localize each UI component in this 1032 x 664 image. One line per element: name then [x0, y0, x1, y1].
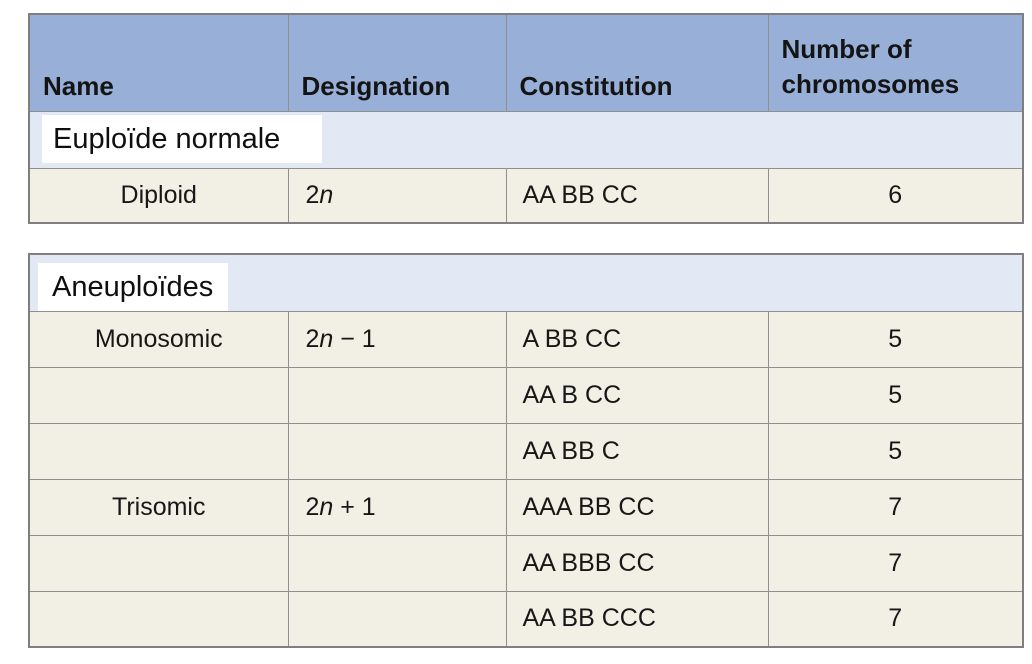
cell-designation: 2n − 1: [287, 310, 507, 368]
table-header-row: Name Designation Constitution Number of …: [28, 13, 1024, 112]
designation-coefficient: 2: [305, 324, 320, 353]
cell-chromosome-count: 7: [767, 534, 1024, 592]
cell-chromosome-count: 6: [767, 167, 1024, 224]
table-row: AA BB C 5: [28, 422, 1024, 480]
cell-name: [28, 366, 289, 424]
column-header-name-label: Name: [43, 70, 114, 101]
designation-operator: − 1: [333, 324, 376, 353]
column-header-constitution-label: Constitution: [519, 70, 673, 101]
cell-name: Diploid: [28, 167, 289, 224]
table-row-trisomic: Trisomic 2n + 1 AAA BB CC 7: [28, 478, 1024, 536]
table-row: AA BBB CC 7: [28, 534, 1024, 592]
cell-name: [28, 422, 289, 480]
section-label-aneuploid: Aneuploïdes: [38, 263, 228, 311]
column-header-chromosome-number-line2: chromosomes: [781, 68, 960, 99]
cell-designation: [287, 534, 507, 592]
cell-name: [28, 590, 289, 648]
column-header-chromosome-number: Number of chromosomes: [767, 13, 1024, 112]
cell-constitution: AAA BB CC: [505, 478, 769, 536]
cell-chromosome-count: 7: [767, 478, 1024, 536]
cell-name: Trisomic: [28, 478, 289, 536]
cell-designation: [287, 590, 507, 648]
aneuploid-table: Monosomic 2n − 1 A BB CC 5 AA B CC 5 AA …: [28, 253, 1024, 648]
cell-designation: 2n + 1: [287, 478, 507, 536]
table-row: AA BB CCC 7: [28, 590, 1024, 648]
designation-variable: n: [319, 180, 334, 209]
cell-designation: [287, 366, 507, 424]
column-header-designation-label: Designation: [301, 70, 451, 101]
cell-chromosome-count: 5: [767, 366, 1024, 424]
column-header-chromosome-number-line1: Number of: [781, 33, 912, 64]
designation-operator: + 1: [333, 492, 376, 521]
cell-chromosome-count: 7: [767, 590, 1024, 648]
cell-constitution: AA BB CC: [505, 167, 769, 224]
section-label-euploid: Euploïde normale: [42, 115, 322, 163]
table-row: AA B CC 5: [28, 366, 1024, 424]
column-header-name: Name: [28, 13, 289, 112]
cell-constitution: A BB CC: [505, 310, 769, 368]
table-row-monosomic: Monosomic 2n − 1 A BB CC 5: [28, 310, 1024, 368]
designation-coefficient: 2: [305, 180, 320, 209]
designation-variable: n: [319, 324, 334, 353]
cell-name: Monosomic: [28, 310, 289, 368]
designation-coefficient: 2: [305, 492, 320, 521]
cell-designation: [287, 422, 507, 480]
cell-constitution: AA B CC: [505, 366, 769, 424]
cell-constitution: AA BB CCC: [505, 590, 769, 648]
cell-chromosome-count: 5: [767, 422, 1024, 480]
column-header-designation: Designation: [287, 13, 507, 112]
cell-designation: 2n: [287, 167, 507, 224]
column-header-constitution: Constitution: [505, 13, 769, 112]
cell-name: [28, 534, 289, 592]
designation-variable: n: [319, 492, 334, 521]
table-row-diploid: Diploid 2n AA BB CC 6: [28, 167, 1024, 224]
cell-chromosome-count: 5: [767, 310, 1024, 368]
cell-constitution: AA BB C: [505, 422, 769, 480]
cell-constitution: AA BBB CC: [505, 534, 769, 592]
